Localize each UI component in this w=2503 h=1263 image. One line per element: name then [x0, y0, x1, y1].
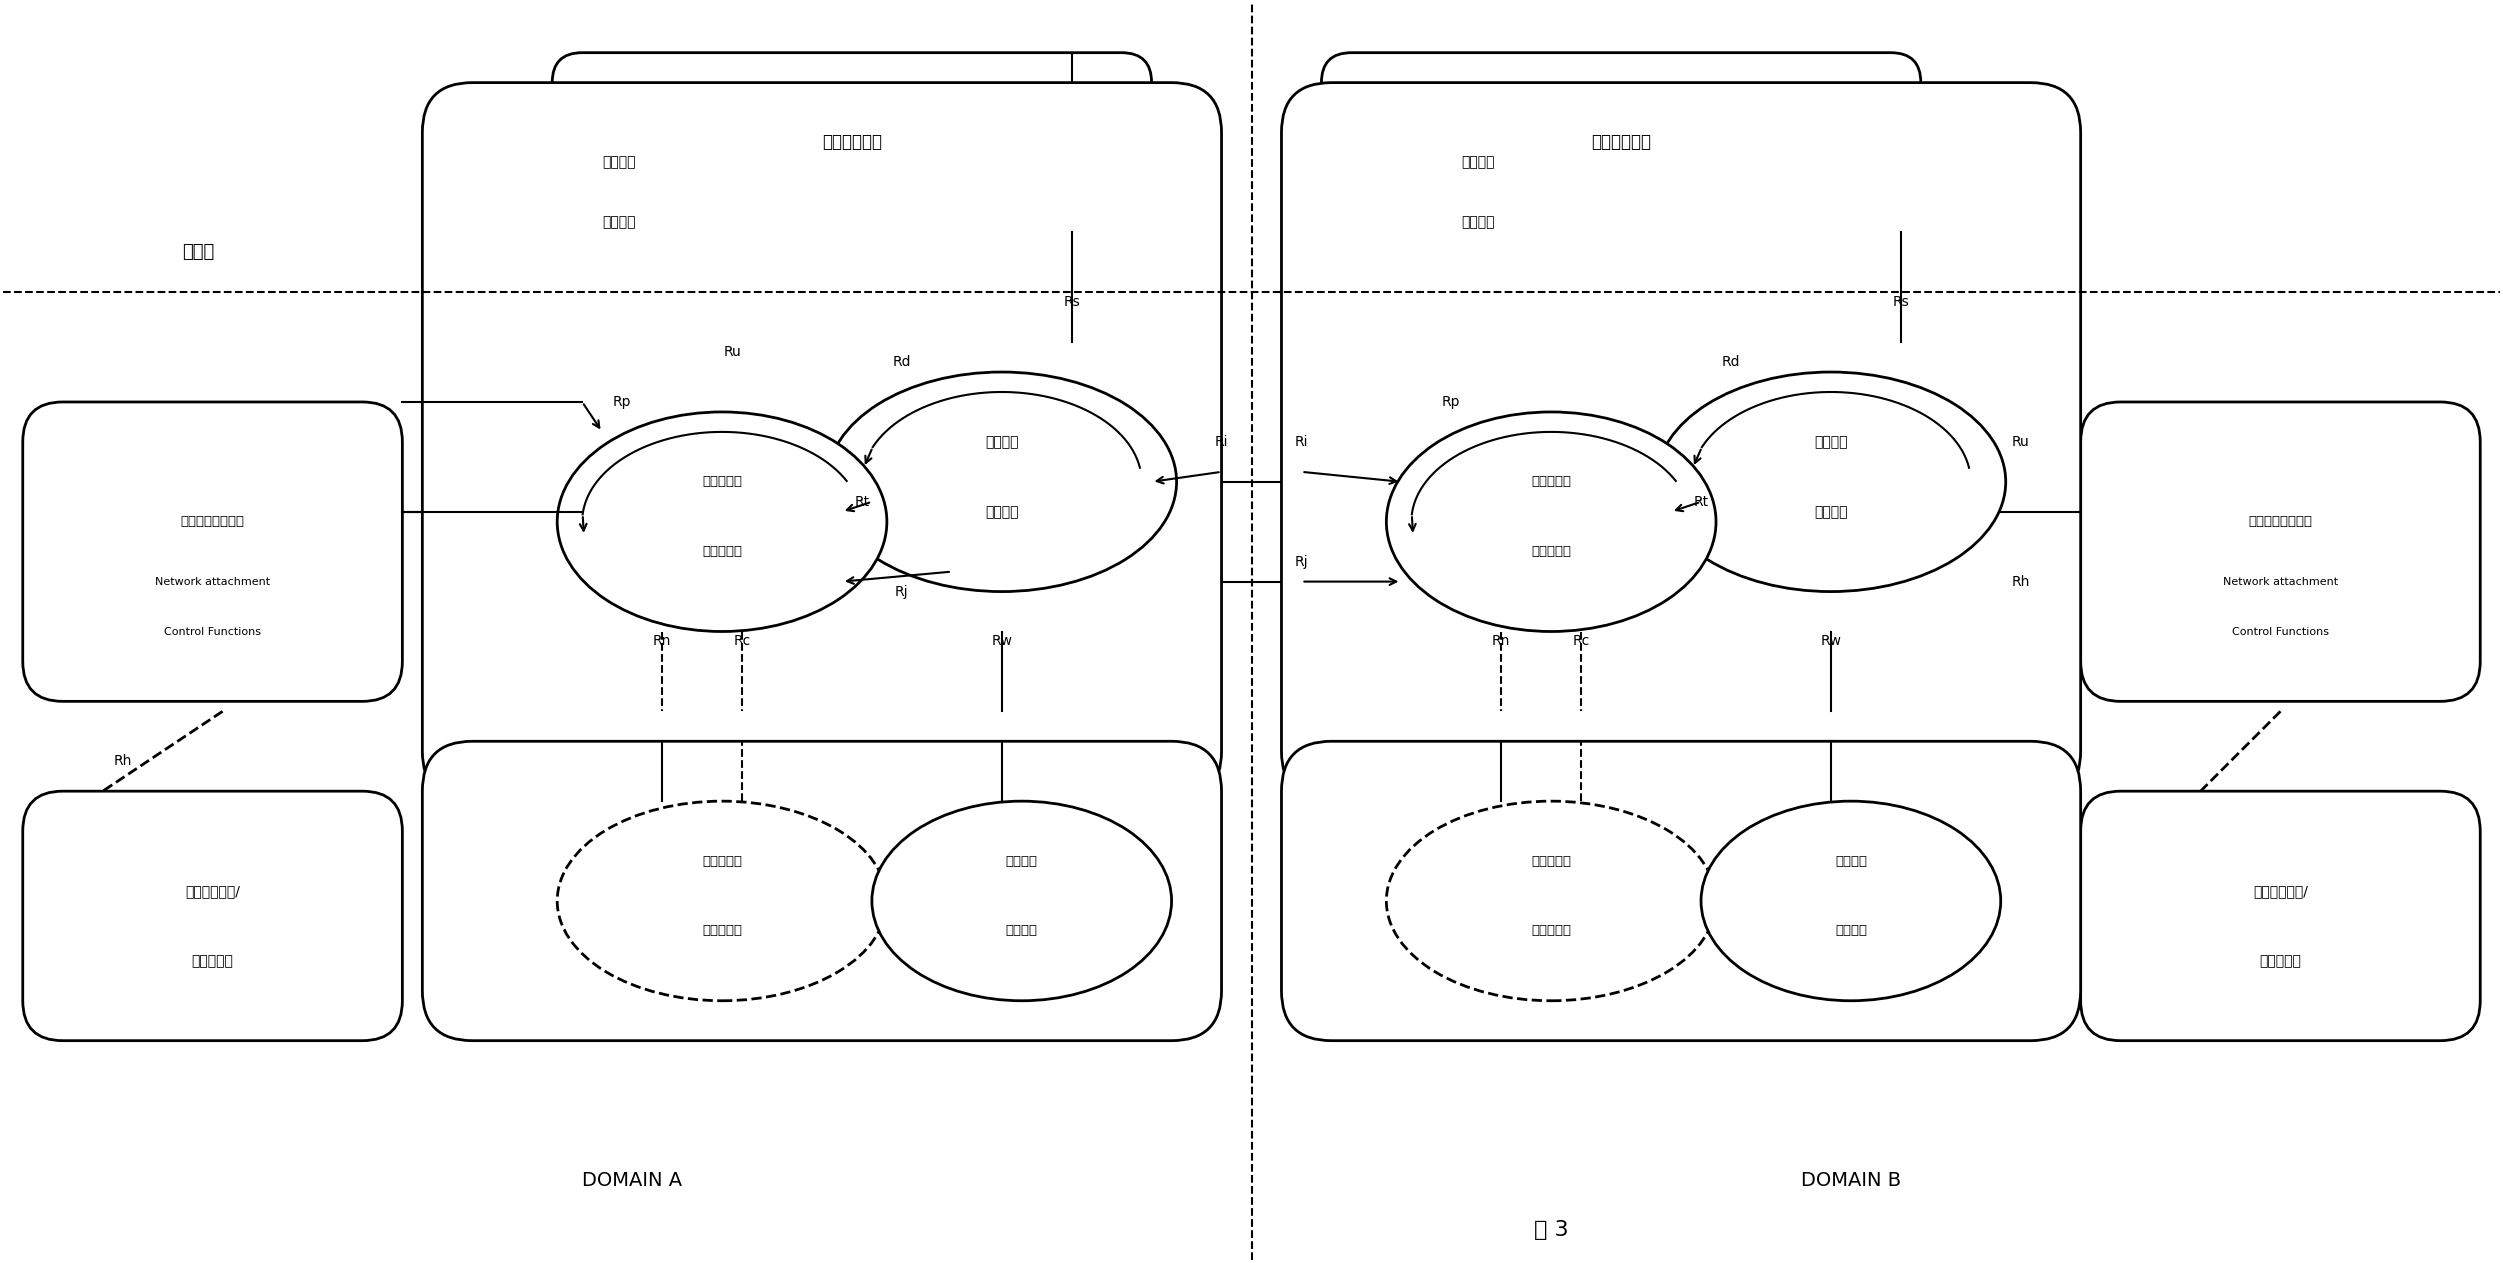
Text: DOMAIN A: DOMAIN A — [583, 1171, 683, 1190]
Ellipse shape — [871, 801, 1171, 1000]
Text: 策略决策: 策略决策 — [1815, 434, 1847, 448]
Text: 服务控制功能: 服务控制功能 — [821, 134, 881, 152]
Ellipse shape — [826, 373, 1176, 591]
Text: 传送资源执: 传送资源执 — [1532, 855, 1572, 868]
Text: Rn: Rn — [1492, 634, 1509, 648]
FancyBboxPatch shape — [2080, 791, 2480, 1041]
Text: Rd: Rd — [1722, 355, 1740, 369]
Text: 用户终端网: 用户终端网 — [2260, 954, 2300, 967]
Text: 功能单元: 功能单元 — [1815, 505, 1847, 519]
Text: Rs: Rs — [1064, 296, 1081, 309]
Text: 资源接纳: 资源接纳 — [1462, 155, 1494, 169]
Text: 策略执行: 策略执行 — [1006, 855, 1039, 868]
FancyBboxPatch shape — [1282, 741, 2080, 1041]
Text: Rj: Rj — [896, 585, 909, 599]
Text: Rw: Rw — [1820, 634, 1842, 648]
Text: Rw: Rw — [991, 634, 1011, 648]
Text: 传送资源控: 传送资源控 — [701, 475, 741, 489]
Text: 功能单元: 功能单元 — [1835, 925, 1867, 937]
FancyBboxPatch shape — [423, 82, 1221, 801]
FancyBboxPatch shape — [23, 402, 403, 701]
Text: Rs: Rs — [1892, 296, 1910, 309]
Text: Rt: Rt — [1695, 495, 1710, 509]
FancyBboxPatch shape — [1282, 82, 2080, 801]
Text: DOMAIN B: DOMAIN B — [1800, 1171, 1900, 1190]
Text: 制功能单元: 制功能单元 — [1532, 546, 1572, 558]
Ellipse shape — [1702, 801, 2000, 1000]
Text: 功能单元: 功能单元 — [1006, 925, 1039, 937]
Ellipse shape — [1387, 412, 1717, 632]
Text: Ri: Ri — [1294, 434, 1309, 448]
Text: Rh: Rh — [2012, 575, 2030, 589]
Text: 用户终端网: 用户终端网 — [193, 954, 233, 967]
Text: Rj: Rj — [1294, 554, 1309, 568]
Ellipse shape — [1657, 373, 2005, 591]
Text: Ri: Ri — [1214, 434, 1229, 448]
Text: Control Functions: Control Functions — [2233, 626, 2328, 637]
Text: Rt: Rt — [854, 495, 869, 509]
Text: Control Functions: Control Functions — [165, 626, 260, 637]
Text: 制功能单元: 制功能单元 — [701, 546, 741, 558]
Text: Rh: Rh — [113, 754, 133, 768]
Text: 行功能单元: 行功能单元 — [701, 925, 741, 937]
Text: Rc: Rc — [1572, 634, 1589, 648]
Text: Rd: Rd — [894, 355, 911, 369]
Text: 用户终端设备/: 用户终端设备/ — [185, 884, 240, 898]
Text: Rn: Rn — [653, 634, 671, 648]
Text: 图 3: 图 3 — [1534, 1220, 1569, 1240]
Text: 功能单元: 功能单元 — [986, 505, 1019, 519]
Text: 网络附着控制功能: 网络附着控制功能 — [2248, 515, 2313, 528]
FancyBboxPatch shape — [23, 791, 403, 1041]
Text: Ru: Ru — [723, 345, 741, 359]
FancyBboxPatch shape — [2080, 402, 2480, 701]
Text: 控制功能: 控制功能 — [1462, 215, 1494, 230]
Text: 策略执行: 策略执行 — [1835, 855, 1867, 868]
Text: Ru: Ru — [2012, 434, 2030, 448]
Text: 业务层: 业务层 — [183, 244, 215, 261]
Text: 网络附着控制功能: 网络附着控制功能 — [180, 515, 245, 528]
FancyBboxPatch shape — [553, 53, 1151, 232]
FancyBboxPatch shape — [423, 741, 1221, 1041]
Text: Rp: Rp — [1442, 395, 1462, 409]
Ellipse shape — [558, 801, 886, 1000]
Ellipse shape — [558, 412, 886, 632]
Text: 控制功能: 控制功能 — [603, 215, 636, 230]
Text: Rp: Rp — [613, 395, 631, 409]
Text: 策略决策: 策略决策 — [986, 434, 1019, 448]
Ellipse shape — [1387, 801, 1717, 1000]
Text: Network attachment: Network attachment — [155, 577, 270, 586]
Text: 资源接纳: 资源接纳 — [603, 155, 636, 169]
Text: Rc: Rc — [733, 634, 751, 648]
Text: 行功能单元: 行功能单元 — [1532, 925, 1572, 937]
Text: 服务控制功能: 服务控制功能 — [1592, 134, 1652, 152]
Text: 传送资源控: 传送资源控 — [1532, 475, 1572, 489]
Text: 传送资源执: 传送资源执 — [701, 855, 741, 868]
Text: 用户终端设备/: 用户终端设备/ — [2253, 884, 2308, 898]
FancyBboxPatch shape — [1322, 53, 1920, 232]
Text: Network attachment: Network attachment — [2223, 577, 2338, 586]
